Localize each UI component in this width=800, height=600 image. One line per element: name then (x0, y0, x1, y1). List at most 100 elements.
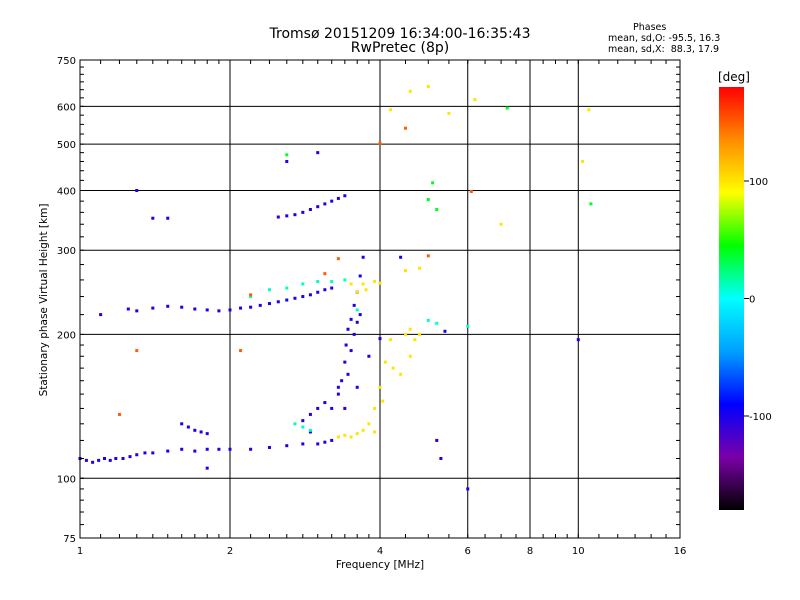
data-point (399, 372, 403, 376)
data-point (403, 126, 407, 130)
chart-subtitle: RwPretec (8p) (350, 40, 450, 56)
data-point (378, 281, 382, 285)
data-point (301, 442, 305, 446)
data-point (249, 305, 253, 309)
data-point (308, 293, 312, 297)
data-point (316, 406, 320, 410)
data-point (228, 308, 232, 312)
data-point (381, 399, 385, 403)
data-point (308, 208, 312, 212)
data-point (135, 309, 139, 313)
data-point (330, 199, 334, 203)
data-point (349, 317, 353, 321)
x-tick-label: 16 (674, 546, 687, 557)
phase-stats-o: mean, sd,O: -95.5, 16.3 (608, 33, 721, 44)
y-axis-label: Stationary phase Virtual Height [km] (38, 204, 50, 397)
data-point (373, 430, 377, 434)
data-point (166, 449, 170, 453)
y-tick-label: 600 (57, 102, 76, 113)
data-point (97, 458, 101, 462)
data-point (355, 385, 359, 389)
data-point (186, 425, 190, 429)
data-point (466, 324, 470, 328)
colorbar-tick-label: 100 (749, 177, 768, 188)
x-tick-label: 6 (465, 546, 471, 557)
y-tick-label: 75 (63, 534, 76, 545)
data-point (301, 210, 305, 214)
data-point (151, 306, 155, 310)
data-point (239, 306, 243, 310)
data-point (361, 428, 365, 432)
data-point (316, 442, 320, 446)
data-point (344, 343, 348, 347)
data-point (151, 216, 155, 220)
phase-stats-heading: Phases (633, 22, 667, 33)
data-point (117, 412, 121, 416)
data-point (293, 213, 297, 217)
data-point (408, 354, 412, 358)
phase-colorbar (719, 87, 744, 510)
data-point (103, 456, 107, 460)
data-point (378, 337, 382, 341)
data-point (473, 98, 477, 102)
data-point (499, 222, 503, 226)
data-point (443, 329, 447, 333)
data-point (249, 447, 253, 451)
data-point (166, 304, 170, 308)
data-point (336, 392, 340, 396)
data-point (330, 286, 334, 290)
data-point (403, 269, 407, 273)
data-point (355, 320, 359, 324)
data-point (336, 196, 340, 200)
data-point (469, 190, 473, 194)
data-point (205, 432, 209, 436)
data-point (389, 108, 393, 112)
y-tick-label: 750 (57, 56, 76, 67)
data-point (349, 349, 353, 353)
data-point (355, 290, 359, 294)
data-point (426, 318, 430, 322)
data-point (435, 438, 439, 442)
data-point (358, 274, 362, 278)
data-point (135, 349, 139, 353)
data-point (349, 435, 353, 439)
data-point (417, 266, 421, 270)
data-point (285, 214, 289, 218)
data-point (391, 366, 395, 370)
data-point (435, 321, 439, 325)
data-point (373, 406, 377, 410)
data-point (367, 354, 371, 358)
data-point (330, 406, 334, 410)
data-point (352, 332, 356, 336)
data-point (336, 257, 340, 261)
data-point (330, 438, 334, 442)
data-point (364, 288, 368, 292)
data-point (403, 332, 407, 336)
phase-stats-x: mean, sd,X: 88.3, 17.9 (608, 44, 720, 55)
data-point (323, 202, 327, 206)
data-point (367, 422, 371, 426)
data-point (180, 447, 184, 451)
data-point (323, 440, 327, 444)
data-point (285, 298, 289, 302)
data-point (323, 272, 327, 276)
data-point (267, 302, 271, 306)
data-point (431, 181, 435, 185)
data-point (151, 451, 155, 455)
data-point (301, 425, 305, 429)
x-tick-label: 2 (227, 546, 233, 557)
data-point (128, 455, 132, 459)
y-tick-label: 100 (57, 474, 76, 485)
data-point (267, 288, 271, 292)
data-point (330, 280, 334, 284)
data-point (466, 487, 470, 491)
data-point (581, 159, 585, 163)
data-point (426, 198, 430, 202)
data-point (378, 385, 382, 389)
data-point (285, 286, 289, 290)
y-tick-label: 200 (57, 330, 76, 341)
data-point (180, 422, 184, 426)
data-point (361, 282, 365, 286)
data-point (505, 106, 509, 110)
data-point (308, 412, 312, 416)
